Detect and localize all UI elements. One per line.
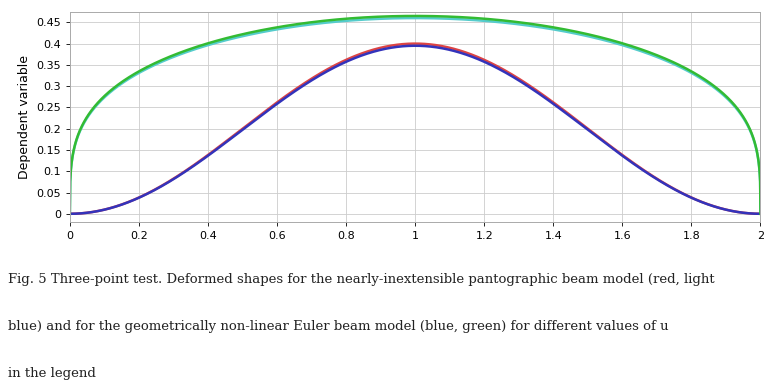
- euler blue: [736, 210, 746, 215]
- pantographic red: [401, 42, 411, 46]
- pantographic red: [100, 207, 109, 212]
- pantographic light blue: [756, 211, 765, 216]
- euler blue: [609, 147, 618, 152]
- pantographic light blue: [401, 16, 411, 20]
- euler blue: [411, 43, 420, 48]
- pantographic light blue: [100, 94, 109, 99]
- euler blue: [100, 207, 109, 212]
- pantographic light blue: [383, 16, 392, 21]
- Text: in the legend: in the legend: [8, 367, 95, 379]
- pantographic red: [411, 41, 420, 46]
- pantographic light blue: [736, 112, 745, 116]
- Y-axis label: Dependent variable: Dependent variable: [18, 55, 30, 179]
- pantographic red: [756, 211, 765, 216]
- euler green: [736, 110, 745, 115]
- pantographic light blue: [65, 211, 74, 216]
- Text: Fig. 5 Three-point test. Deformed shapes for the nearly-inextensible pantographi: Fig. 5 Three-point test. Deformed shapes…: [8, 273, 715, 286]
- euler green: [383, 14, 392, 19]
- pantographic light blue: [609, 41, 618, 45]
- euler blue: [756, 211, 765, 216]
- euler green: [411, 14, 420, 18]
- euler blue: [401, 44, 411, 48]
- euler blue: [383, 46, 392, 51]
- euler green: [65, 211, 74, 216]
- pantographic red: [383, 44, 392, 49]
- Line: euler green: euler green: [70, 16, 760, 214]
- Line: euler blue: euler blue: [70, 46, 760, 214]
- pantographic red: [736, 210, 745, 215]
- pantographic light blue: [736, 112, 746, 117]
- euler blue: [736, 210, 745, 215]
- Line: pantographic light blue: pantographic light blue: [70, 18, 760, 214]
- pantographic red: [736, 210, 746, 215]
- pantographic red: [65, 211, 74, 216]
- euler green: [736, 111, 746, 115]
- pantographic light blue: [411, 16, 420, 20]
- Text: blue) and for the geometrically non-linear Euler beam model (blue, green) for di: blue) and for the geometrically non-line…: [8, 320, 668, 333]
- pantographic red: [609, 146, 618, 151]
- Line: pantographic red: pantographic red: [70, 44, 760, 214]
- euler blue: [65, 211, 74, 216]
- euler green: [609, 39, 618, 43]
- euler green: [100, 93, 109, 98]
- euler green: [756, 211, 765, 216]
- euler green: [401, 14, 411, 18]
